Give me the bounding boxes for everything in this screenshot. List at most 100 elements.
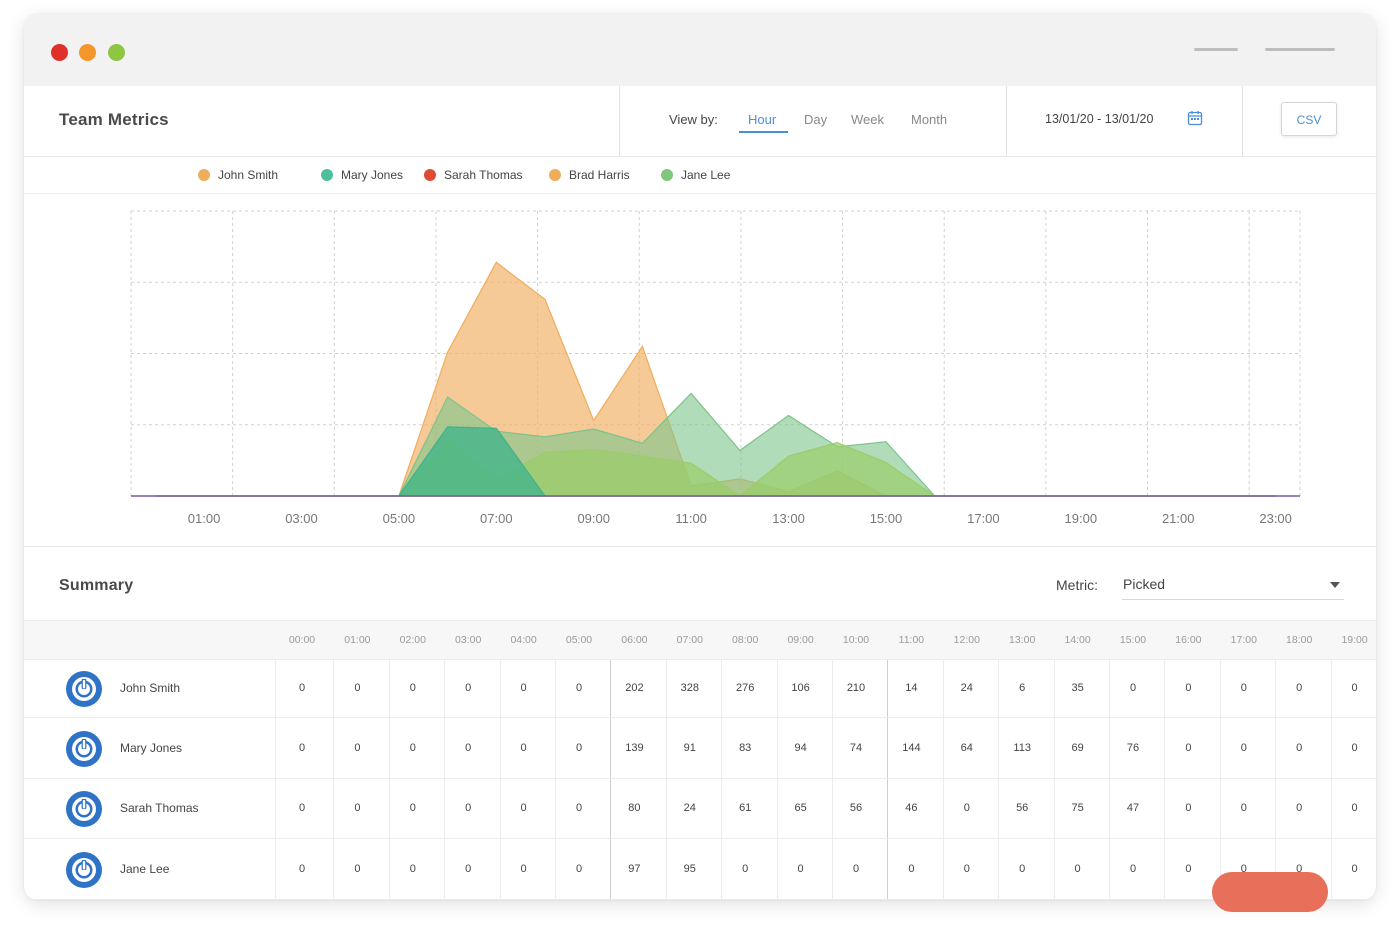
legend-label: Brad Harris — [569, 168, 630, 182]
table-cell: 202 — [625, 682, 644, 694]
table-cell: 0 — [354, 741, 361, 754]
table-cell: 65 — [794, 802, 807, 814]
maximize-window-button[interactable] — [108, 44, 125, 61]
column-divider — [1164, 660, 1165, 900]
column-divider — [998, 660, 999, 900]
row-user-name: Sarah Thomas — [120, 801, 199, 815]
table-cell: 0 — [298, 862, 306, 875]
hour-column-header: 06:00 — [621, 634, 648, 646]
legend-item-john-smith[interactable]: John Smith — [198, 168, 278, 182]
table-row[interactable]: Mary Jones 0 0 0 0 0 0 139 91 83 94 74 144 64 113 69 76 0… — [24, 718, 1376, 779]
table-cell: 64 — [960, 741, 973, 754]
hour-column-header: 09:00 — [787, 634, 814, 646]
table-cell: 95 — [683, 862, 696, 875]
table-cell: 0 — [1296, 682, 1303, 694]
minimize-window-button[interactable] — [79, 44, 96, 61]
table-cell: 35 — [1071, 682, 1084, 694]
x-tick-label: 21:00 — [1162, 511, 1195, 526]
table-cell: 75 — [1071, 802, 1084, 814]
column-divider — [610, 660, 611, 900]
table-cell: 0 — [1129, 862, 1137, 875]
table-cell: 0 — [1351, 682, 1358, 694]
metric-label: Metric: — [1056, 577, 1098, 593]
table-row[interactable]: John Smith 0 0 0 0 0 0 202 328 276 106 210 14 24 6 35 0 0… — [24, 660, 1376, 718]
hour-column-header: 15:00 — [1119, 634, 1147, 646]
hour-column-header: 14:00 — [1064, 634, 1091, 646]
tab-day[interactable]: Day — [804, 112, 828, 127]
table-cell: 74 — [849, 741, 863, 754]
header-divider — [1242, 86, 1243, 156]
calendar-icon[interactable] — [1187, 110, 1203, 126]
table-cell: 106 — [791, 682, 810, 694]
table-cell: 24 — [960, 682, 973, 694]
app-window: Team Metrics View by: Hour Day Week Mont… — [24, 14, 1376, 900]
row-user-name: Jane Lee — [120, 861, 170, 876]
power-icon — [72, 736, 96, 761]
x-tick-label: 05:00 — [383, 511, 416, 526]
table-cell: 47 — [1126, 802, 1140, 814]
table-cell: 6 — [1019, 682, 1026, 694]
column-divider — [666, 660, 667, 900]
table-cell: 0 — [852, 862, 860, 875]
table-cell: 0 — [520, 741, 527, 754]
hour-column-header: 03:00 — [455, 634, 482, 646]
legend-label: Sarah Thomas — [444, 168, 523, 182]
metrics-area-chart: 01:00 03:00 05:00 07:00 09:00 11:00 13:00 15:00… — [130, 210, 1301, 526]
table-cell: 0 — [409, 682, 416, 694]
table-cell: 0 — [520, 802, 527, 814]
column-divider — [1109, 660, 1110, 900]
legend-item-brad-harris[interactable]: Brad Harris — [549, 168, 630, 182]
legend-item-jane-lee[interactable]: Jane Lee — [661, 168, 730, 182]
legend-item-sarah-thomas[interactable]: Sarah Thomas — [424, 168, 523, 182]
table-cell: 76 — [1126, 741, 1140, 754]
legend-item-mary-jones[interactable]: Mary Jones — [321, 168, 403, 182]
table-cell: 0 — [1240, 862, 1247, 875]
legend-dot — [661, 169, 673, 181]
summary-title: Summary — [59, 577, 134, 594]
export-csv-button[interactable]: CSV — [1281, 102, 1337, 136]
tab-hour[interactable]: Hour — [748, 112, 777, 127]
table-cell: 276 — [736, 682, 755, 694]
close-window-button[interactable] — [51, 44, 68, 61]
table-cell: 0 — [575, 682, 583, 694]
hour-column-header: 19:00 — [1341, 634, 1368, 646]
floating-action-button[interactable] — [1212, 872, 1328, 912]
x-tick-label: 09:00 — [577, 511, 610, 526]
table-cell: 0 — [520, 862, 527, 875]
column-divider — [1331, 660, 1332, 900]
tab-month[interactable]: Month — [911, 112, 948, 127]
table-cell: 0 — [520, 682, 527, 694]
column-divider — [1275, 660, 1276, 900]
table-cell: 0 — [742, 862, 749, 875]
metric-select[interactable]: Picked — [1122, 573, 1344, 600]
table-cell: 328 — [680, 682, 699, 694]
table-cell: 56 — [849, 802, 863, 814]
table-cell: 0 — [1351, 862, 1358, 875]
table-cell: 14 — [905, 682, 918, 694]
table-cell: 0 — [575, 741, 583, 754]
table-cell: 144 — [902, 741, 921, 754]
hour-column-header: 05:00 — [565, 634, 593, 646]
column-divider — [1054, 660, 1055, 900]
avatar — [66, 851, 102, 888]
hour-column-header: 04:00 — [510, 634, 537, 646]
legend-dot — [321, 169, 333, 181]
header-divider — [1006, 86, 1007, 156]
date-range-picker[interactable]: 13/01/20 - 13/01/20 — [1045, 112, 1154, 126]
hour-column-header: 01:00 — [344, 634, 371, 646]
tab-week[interactable]: Week — [851, 112, 884, 127]
table-cell: 0 — [575, 802, 583, 814]
power-icon — [72, 797, 96, 821]
hour-column-header: 13:00 — [1009, 634, 1036, 646]
table-cell: 94 — [794, 741, 807, 754]
column-divider — [555, 660, 556, 900]
hour-column-header: 12:00 — [953, 634, 980, 646]
legend-label: Jane Lee — [681, 168, 731, 182]
table-row[interactable]: Sarah Thomas 0 0 0 0 0 0 80 24 61 65 56 46 0 56 75 47 0 0 0… — [24, 779, 1376, 839]
table-row[interactable]: Jane Lee 0 0 0 0 0 0 97 95 0 0 0 0 0 0 0 0 0 0 0 0 — [24, 839, 1376, 900]
column-divider — [887, 660, 888, 900]
table-cell: 97 — [628, 862, 641, 875]
x-tick-label: 01:00 — [188, 511, 221, 526]
x-tick-label: 07:00 — [480, 511, 513, 526]
hour-column-header: 10:00 — [842, 634, 870, 646]
